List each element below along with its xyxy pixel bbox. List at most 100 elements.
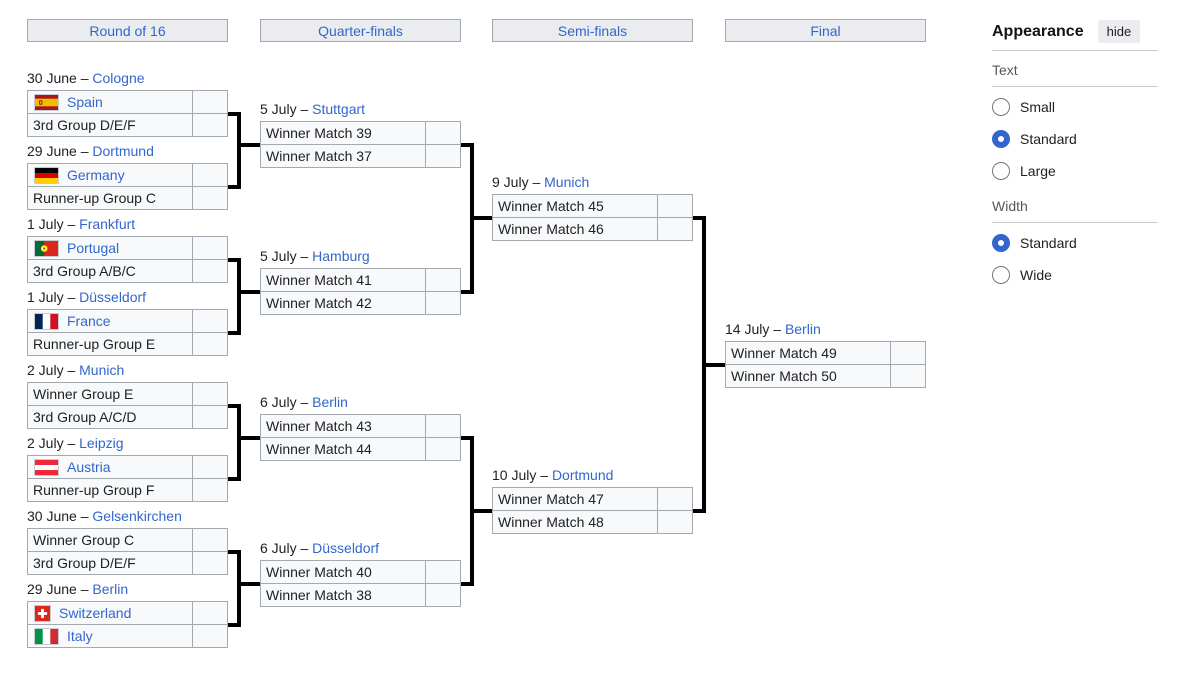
city-link[interactable]: Munich (544, 174, 590, 190)
city-link[interactable]: Berlin (92, 581, 129, 597)
team-name-cell: Winner Match 47 (493, 488, 657, 510)
score-cell (192, 260, 227, 282)
city-link[interactable]: Munich (79, 362, 125, 378)
radio-button-checked[interactable] (992, 234, 1010, 252)
radio-option-text-small[interactable]: Small (992, 91, 1158, 123)
city-link[interactable]: Leipzig (79, 435, 124, 451)
team-name-cell: Winner Match 38 (261, 584, 425, 606)
radio-button-unchecked[interactable] (992, 98, 1010, 116)
team-label: Winner Match 40 (266, 564, 372, 580)
radio-option-text-standard[interactable]: Standard (992, 123, 1158, 155)
team-label: Runner-up Group E (33, 336, 156, 352)
city-link[interactable]: Gelsenkirchen (92, 508, 182, 524)
team-name-cell: Winner Group C (28, 529, 192, 551)
team-label: Winner Group C (33, 532, 135, 548)
radio-button-unchecked[interactable] (992, 162, 1010, 180)
score-cell (657, 195, 692, 217)
spain-flag-icon (34, 93, 59, 111)
city-link[interactable]: Stuttgart (312, 101, 366, 117)
team-label: Winner Match 38 (266, 587, 372, 603)
bracket-connector-line (237, 258, 241, 335)
match-box-r16-1: Spain 3rd Group D/E/F (27, 90, 228, 137)
match-box-r16-4: France Runner-up Group E (27, 309, 228, 356)
city-link[interactable]: Düsseldorf (79, 289, 147, 305)
city-link[interactable]: Berlin (784, 321, 821, 337)
match-date-text: 14 July – (725, 321, 785, 337)
team-label: Winner Match 41 (266, 272, 372, 288)
radio-option-text-large[interactable]: Large (992, 155, 1158, 187)
match-date-text: 9 July – (492, 174, 545, 190)
team-row: Winner Match 50 (726, 364, 925, 387)
city-link[interactable]: Düsseldorf (312, 540, 380, 556)
match-date: 6 July – Berlin (260, 393, 348, 411)
bracket-connector-line (228, 185, 241, 189)
team-label[interactable]: France (67, 313, 111, 329)
team-row: Winner Match 39 (261, 122, 460, 144)
team-name-cell: 3rd Group A/B/C (28, 260, 192, 282)
appearance-section-title-width: Width (992, 198, 1158, 223)
score-cell (192, 406, 227, 428)
radio-button-unchecked[interactable] (992, 266, 1010, 284)
team-label[interactable]: Germany (67, 167, 125, 183)
germany-flag-icon (34, 166, 59, 184)
match-box-r16-8: Switzerland Italy (27, 601, 228, 648)
bracket-connector-line (237, 550, 241, 627)
score-cell (192, 456, 227, 478)
team-row: 3rd Group D/E/F (28, 551, 227, 574)
team-row: Runner-up Group C (28, 186, 227, 209)
city-link[interactable]: Dortmund (92, 143, 154, 159)
team-label[interactable]: Switzerland (59, 605, 132, 621)
appearance-section-title-text: Text (992, 62, 1158, 87)
radio-label[interactable]: Standard (1020, 235, 1077, 251)
team-name-cell: 3rd Group D/E/F (28, 114, 192, 136)
match-date-text: 2 July – (27, 435, 80, 451)
team-name-cell: Spain (28, 91, 192, 113)
team-label: Winner Match 50 (731, 368, 837, 384)
team-name-cell: Austria (28, 456, 192, 478)
match-date: 6 July – Düsseldorf (260, 539, 379, 557)
city-link[interactable]: Cologne (92, 70, 145, 86)
round-header-final: Final (725, 19, 926, 42)
appearance-header: Appearance hide (992, 20, 1158, 51)
radio-label[interactable]: Large (1020, 163, 1056, 179)
hide-button[interactable]: hide (1097, 20, 1141, 43)
team-row: Spain (28, 91, 227, 113)
radio-label[interactable]: Standard (1020, 131, 1077, 147)
team-label[interactable]: Italy (67, 628, 93, 644)
team-label: Winner Match 43 (266, 418, 372, 434)
city-link[interactable]: Dortmund (551, 467, 614, 483)
team-name-cell: Winner Group E (28, 383, 192, 405)
city-link[interactable]: Frankfurt (79, 216, 136, 232)
team-label[interactable]: Austria (67, 459, 111, 475)
radio-label[interactable]: Wide (1020, 267, 1052, 283)
match-date: 1 July – Frankfurt (27, 215, 135, 233)
score-cell (192, 625, 227, 647)
city-link[interactable]: Berlin (312, 394, 348, 410)
team-name-cell: Switzerland (28, 602, 192, 624)
bracket-connector-line (228, 331, 241, 335)
italy-flag-icon (34, 627, 59, 645)
score-cell (425, 415, 460, 437)
team-label[interactable]: Portugal (67, 240, 120, 256)
team-label[interactable]: Spain (67, 94, 103, 110)
austria-flag-icon (34, 458, 59, 476)
radio-option-width-standard[interactable]: Standard (992, 227, 1158, 259)
match-date: 30 June – Cologne (27, 69, 145, 87)
switzerland-flag-icon (34, 604, 51, 622)
team-row: Winner Group C (28, 529, 227, 551)
match-date-text: 29 June – (27, 581, 93, 597)
team-row: Winner Match 37 (261, 144, 460, 167)
score-cell (192, 237, 227, 259)
city-link[interactable]: Hamburg (312, 248, 370, 264)
radio-button-checked[interactable] (992, 130, 1010, 148)
radio-label[interactable]: Small (1020, 99, 1056, 115)
team-row: Winner Match 49 (726, 342, 925, 364)
match-date: 1 July – Düsseldorf (27, 288, 146, 306)
match-date-text: 5 July – (260, 248, 313, 264)
team-label: Runner-up Group F (33, 482, 155, 498)
round-header-round-of-16: Round of 16 (27, 19, 228, 42)
score-cell (890, 342, 925, 364)
radio-option-width-wide[interactable]: Wide (992, 259, 1158, 291)
team-name-cell: Winner Match 44 (261, 438, 425, 460)
